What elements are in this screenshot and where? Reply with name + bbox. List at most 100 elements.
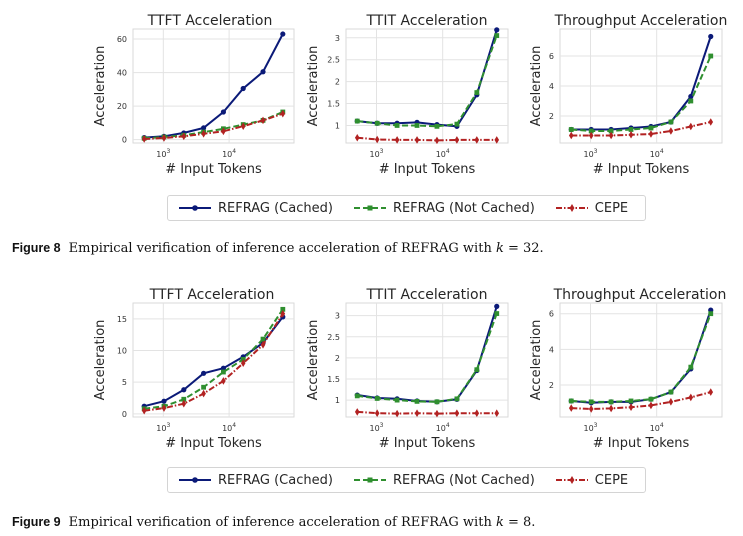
- x-tick-label: 104: [436, 148, 450, 159]
- not-cached-point: [434, 123, 440, 129]
- y-tick-label: 3: [335, 312, 340, 321]
- cepe-point: [668, 127, 674, 135]
- x-tick-label: 103: [369, 422, 383, 433]
- cepe-point: [568, 404, 574, 412]
- legend-item-refrag-cached: REFRAG (Cached): [178, 473, 333, 488]
- y-tick-label: 4: [549, 345, 554, 354]
- x-axis-label: # Input Tokens: [379, 436, 476, 451]
- cepe-point: [280, 109, 286, 118]
- caption-value: = 8.: [503, 515, 536, 530]
- x-tick-label: 103: [156, 148, 170, 159]
- y-tick-label: 2: [549, 381, 554, 390]
- plot-area: [132, 28, 295, 144]
- not-cached-point: [354, 118, 360, 124]
- y-tick-label: 60: [117, 35, 127, 44]
- y-axis-label: Acceleration: [93, 46, 108, 127]
- cepe-point: [181, 399, 187, 408]
- cepe-point: [280, 309, 286, 318]
- x-tick-label: 104: [650, 422, 664, 433]
- cached-point: [260, 69, 266, 75]
- cached-point: [220, 365, 227, 371]
- legend-label: REFRAG (Not Cached): [392, 472, 535, 488]
- y-tick-label: 1: [335, 396, 340, 405]
- cached-point: [200, 370, 207, 376]
- figure-8-caption: Figure 8 Empirical verification of infere…: [12, 241, 544, 256]
- cepe-point: [374, 409, 380, 417]
- cepe-point: [434, 409, 440, 418]
- series-line-not-cached: [144, 308, 284, 410]
- cepe-point: [161, 404, 167, 412]
- y-tick-label: 2: [549, 112, 554, 121]
- y-tick-label: 0: [122, 410, 127, 419]
- series-line-cepe: [571, 121, 711, 137]
- cepe-point: [260, 116, 266, 125]
- not-cached-point: [708, 53, 714, 59]
- caption-variable: k: [495, 241, 504, 256]
- cepe-point: [354, 408, 360, 416]
- not-cached-point: [608, 399, 614, 405]
- legend-label: REFRAG (Cached): [218, 200, 333, 216]
- series-line-not-cached: [571, 55, 712, 132]
- not-cached-point: [494, 311, 500, 316]
- not-cached-point: [374, 120, 380, 126]
- cepe-point: [201, 389, 206, 398]
- not-cached-point: [474, 90, 480, 95]
- series-line-not-cached: [357, 35, 498, 128]
- y-tick-label: 2: [335, 78, 340, 87]
- series-line-not-cached: [357, 313, 498, 403]
- cached-point: [280, 31, 286, 37]
- y-tick-label: 15: [117, 315, 127, 324]
- cached-point: [708, 33, 714, 40]
- x-tick-exponent: 3: [166, 422, 170, 429]
- legend-label: CEPE: [594, 472, 629, 488]
- not-cached-point: [668, 119, 674, 125]
- legend-label: REFRAG (Cached): [218, 472, 333, 488]
- legend-line-not-cached: [353, 205, 386, 211]
- series-line-not-cached: [571, 313, 712, 403]
- cepe-point: [668, 398, 674, 406]
- cepe-point: [221, 127, 226, 136]
- chart-title: Throughput Acceleration: [554, 13, 728, 29]
- y-axis-label: Acceleration: [306, 46, 321, 127]
- plot-area: [132, 302, 295, 418]
- legend-item-cepe: CEPE: [555, 473, 628, 488]
- cepe-point: [221, 377, 226, 385]
- cepe-point: [708, 388, 714, 396]
- cached-point: [200, 125, 207, 131]
- cepe-point: [708, 118, 714, 126]
- y-tick-label: 1.5: [327, 100, 340, 109]
- not-cached-point: [394, 123, 400, 128]
- not-cached-point: [474, 367, 480, 373]
- cepe-point: [648, 401, 654, 410]
- plot-area: [559, 302, 723, 418]
- y-tick-label: 40: [117, 69, 127, 78]
- legend-item-refrag-not-cached: REFRAG (Not Cached): [353, 473, 535, 488]
- cepe-point: [374, 135, 380, 144]
- fig8-ttft-chart: 0 20 40 60 103 104 TTFT Acceleration Accelerati…: [93, 13, 295, 177]
- cepe-point: [161, 134, 167, 142]
- not-cached-point: [708, 311, 714, 317]
- chart-title: Throughput Acceleration: [553, 287, 727, 303]
- not-cached-point: [588, 399, 594, 405]
- fig8-legend: REFRAG (Cached) REFRAG (Not Cached) CEPE: [167, 195, 646, 221]
- legend-line-cepe: [555, 476, 588, 484]
- not-cached-point: [608, 128, 614, 134]
- cepe-point: [688, 393, 694, 402]
- x-tick-exponent: 4: [446, 422, 450, 429]
- y-tick-label: 20: [117, 102, 127, 111]
- not-cached-point: [374, 396, 380, 401]
- not-cached-point: [494, 33, 500, 38]
- not-cached-point: [648, 396, 654, 402]
- cepe-point: [454, 136, 460, 144]
- x-tick-exponent: 4: [660, 422, 664, 429]
- not-cached-point: [414, 123, 420, 128]
- not-cached-point: [260, 336, 266, 342]
- fig8-throughput-chart: 2 4 6 103 104 Throughput Acceleration Accelera…: [529, 13, 728, 177]
- cepe-point: [394, 409, 400, 418]
- not-cached-point: [668, 389, 674, 395]
- x-tick-exponent: 3: [594, 422, 598, 429]
- chart-title: TTIT Acceleration: [366, 13, 488, 29]
- not-cached-point: [394, 397, 400, 403]
- legend-label: REFRAG (Not Cached): [392, 200, 535, 216]
